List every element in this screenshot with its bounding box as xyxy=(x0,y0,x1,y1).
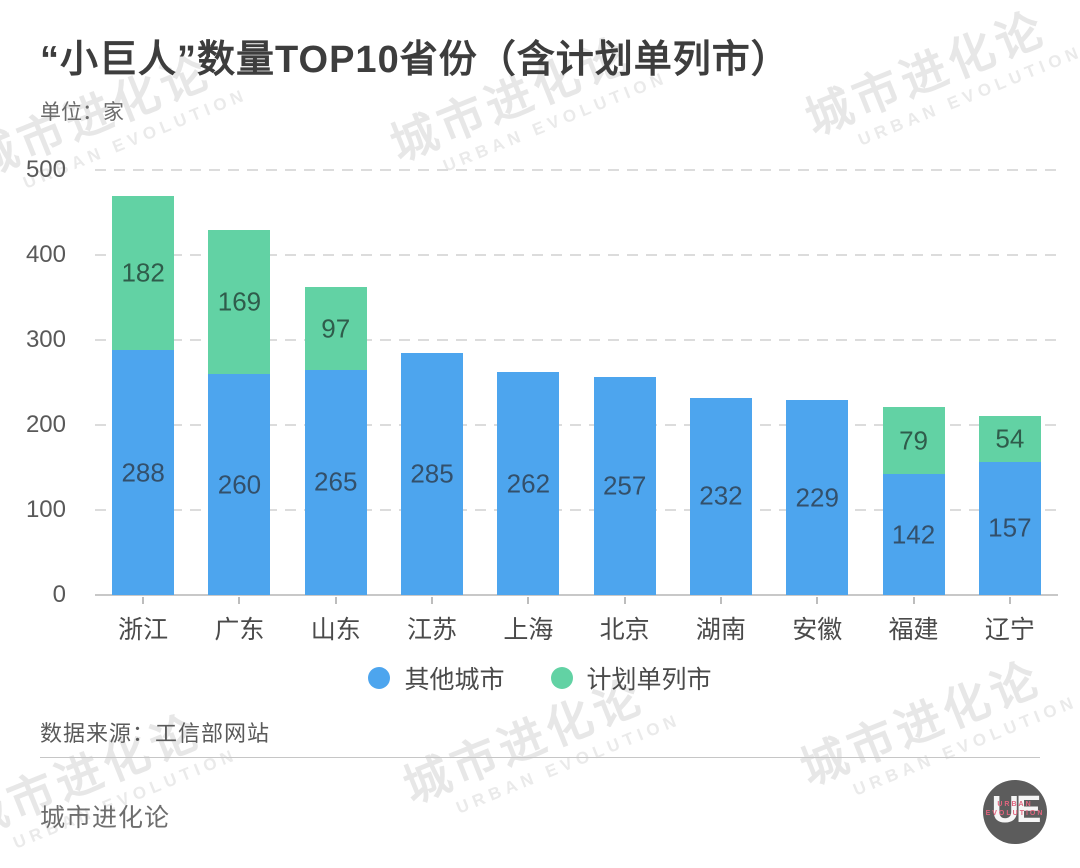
bar-segment-other-cities xyxy=(978,461,1041,595)
x-axis-line xyxy=(95,594,1058,596)
gridline-200 xyxy=(95,424,1058,426)
bar-segment-other-cities xyxy=(882,474,945,595)
x-axis-tick xyxy=(719,597,722,604)
bar-segment-planned-cities xyxy=(208,230,271,374)
x-axis-label-4: 江苏 xyxy=(407,616,458,644)
x-axis-tick xyxy=(527,597,530,604)
bar-segment-planned-cities xyxy=(978,415,1041,462)
x-axis-tick xyxy=(912,597,915,604)
x-axis-tick xyxy=(431,597,434,604)
x-axis-label-5: 上海 xyxy=(503,616,554,644)
x-axis-label-3: 山东 xyxy=(310,616,361,644)
ue-logo-subtext-line1: URBAN xyxy=(997,801,1033,809)
bar-segment-other-cities xyxy=(786,400,849,595)
bar-value-label: 79 xyxy=(899,425,929,456)
x-axis-tick xyxy=(142,597,145,604)
x-axis-tick xyxy=(623,597,626,604)
bar-value-label: 182 xyxy=(121,257,165,288)
x-axis-tick xyxy=(238,597,241,604)
x-axis-label-2: 广东 xyxy=(214,616,265,644)
legend-label-planned-cities: 计划单列市 xyxy=(586,666,712,694)
ue-logo: UE URBAN EVOLUTION xyxy=(983,780,1047,844)
bar-value-label: 169 xyxy=(217,286,262,317)
bar-value-label: 157 xyxy=(988,512,1032,543)
divider xyxy=(40,757,1040,758)
bar-segment-other-cities xyxy=(112,350,175,595)
bar-value-label: 262 xyxy=(506,468,551,499)
chart-title: “小巨人”数量TOP10省份（含计划单列市） xyxy=(40,39,790,81)
y-axis-tick-label: 400 xyxy=(25,241,66,268)
watermark-text-en: URBAN EVOLUTION xyxy=(440,67,671,176)
bar-value-label: 285 xyxy=(410,458,454,489)
bar-value-label: 257 xyxy=(602,470,647,501)
watermark-text-en: URBAN EVOLUTION xyxy=(453,709,684,818)
legend-swatch-other-cities-icon xyxy=(368,667,391,689)
bar-segment-other-cities xyxy=(593,376,656,595)
bar-segment-other-cities xyxy=(208,374,271,595)
watermark-text-en: URBAN EVOLUTION xyxy=(850,691,1080,800)
watermark: 城市进化论 URBAN EVOLUTION xyxy=(0,686,241,868)
bar-value-label: 260 xyxy=(217,469,262,499)
bar-segment-other-cities xyxy=(304,369,367,595)
bar-segment-planned-cities xyxy=(112,195,175,351)
legend-label-other-cities: 其他城市 xyxy=(404,666,505,694)
x-axis-label-8: 安徽 xyxy=(792,616,843,644)
legend-item-other-cities: 其他城市 xyxy=(368,660,505,696)
y-axis-tick-label: 0 xyxy=(52,581,66,608)
gridline-400 xyxy=(95,254,1058,256)
bar-segment-planned-cities xyxy=(304,287,367,370)
x-axis-label-1: 浙江 xyxy=(118,616,169,644)
footer-brand: 城市进化论 xyxy=(40,804,171,832)
source-label: 数据来源：工信部网站 xyxy=(40,721,271,746)
unit-label: 单位：家 xyxy=(40,101,124,124)
x-axis-label-7: 湖南 xyxy=(695,616,746,644)
y-axis-tick-label: 200 xyxy=(25,411,66,438)
x-axis-tick xyxy=(334,597,337,604)
gridline-500 xyxy=(95,169,1058,171)
x-axis-label-9: 福建 xyxy=(888,616,939,644)
bar-segment-planned-cities xyxy=(882,407,945,475)
watermark-text-en: URBAN EVOLUTION xyxy=(855,41,1080,150)
bar-value-label: 97 xyxy=(321,313,351,344)
gridline-100 xyxy=(95,509,1058,511)
x-axis-label-6: 北京 xyxy=(599,616,650,644)
gridline-300 xyxy=(95,339,1058,341)
y-axis-tick-label: 500 xyxy=(25,156,66,183)
ue-logo-subtext-line2: EVOLUTION xyxy=(985,810,1045,818)
bar-value-label: 54 xyxy=(995,423,1025,454)
bar-value-label: 265 xyxy=(314,466,358,497)
watermark-text-zh: 城市进化论 xyxy=(793,651,1050,796)
x-axis-tick xyxy=(1008,597,1011,604)
ue-logo-subtext: URBAN EVOLUTION xyxy=(983,800,1047,818)
legend-item-planned-cities: 计划单列市 xyxy=(550,660,712,696)
y-axis-tick-label: 300 xyxy=(25,326,66,353)
y-axis-tick-label: 100 xyxy=(25,496,66,523)
x-axis-tick xyxy=(816,597,819,604)
legend: 其他城市 计划单列市 xyxy=(0,660,1080,696)
plot-area: 0 100 200 300 400 500 288 182 浙江 260 169 广东 265 97 山东 2… xyxy=(26,156,1058,644)
watermark: 城市进化论 URBAN EVOLUTION xyxy=(794,0,1080,165)
ue-logo-text: UE xyxy=(991,788,1042,831)
bar-segment-other-cities xyxy=(689,397,752,595)
bar-value-label: 142 xyxy=(891,519,936,550)
bar-segment-other-cities xyxy=(497,372,560,595)
bar-segment-other-cities xyxy=(401,352,464,595)
bar-value-label: 229 xyxy=(795,482,839,513)
bar-value-label: 288 xyxy=(121,457,165,488)
watermark-text-zh: 城市进化论 xyxy=(798,1,1055,146)
legend-swatch-planned-cities-icon xyxy=(550,667,573,689)
x-axis-label-10: 辽宁 xyxy=(984,616,1035,644)
bar-value-label: 232 xyxy=(699,480,743,511)
